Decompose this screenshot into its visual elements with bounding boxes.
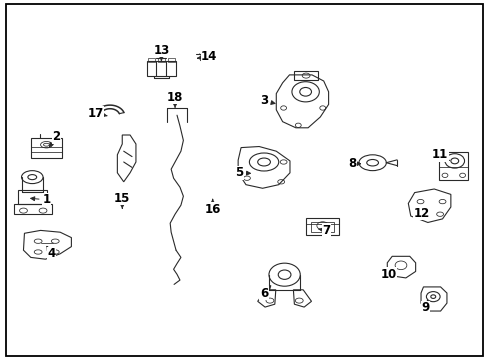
Text: 13: 13 — [153, 44, 169, 60]
Text: 15: 15 — [114, 192, 130, 208]
Text: 17: 17 — [87, 107, 107, 120]
Text: 11: 11 — [431, 148, 448, 161]
Bar — [158, 58, 164, 62]
Text: 4: 4 — [47, 246, 55, 260]
Bar — [148, 58, 155, 62]
Bar — [30, 139, 62, 158]
Text: 14: 14 — [197, 50, 217, 63]
Text: 6: 6 — [260, 286, 270, 300]
Bar — [310, 222, 334, 232]
Text: 12: 12 — [412, 207, 429, 220]
Text: 2: 2 — [49, 130, 60, 147]
Text: 18: 18 — [166, 91, 183, 107]
Bar — [167, 58, 174, 62]
Text: 7: 7 — [318, 224, 330, 237]
Text: 9: 9 — [421, 300, 428, 314]
Text: 16: 16 — [204, 199, 221, 216]
Text: 1: 1 — [31, 193, 50, 206]
Text: 10: 10 — [380, 268, 396, 281]
Bar — [18, 190, 47, 204]
Bar — [438, 152, 468, 180]
Text: 8: 8 — [347, 157, 360, 170]
Text: 5: 5 — [235, 166, 250, 179]
Bar — [305, 218, 339, 235]
Bar — [294, 71, 317, 80]
Text: 3: 3 — [260, 94, 274, 107]
Bar — [146, 61, 176, 76]
